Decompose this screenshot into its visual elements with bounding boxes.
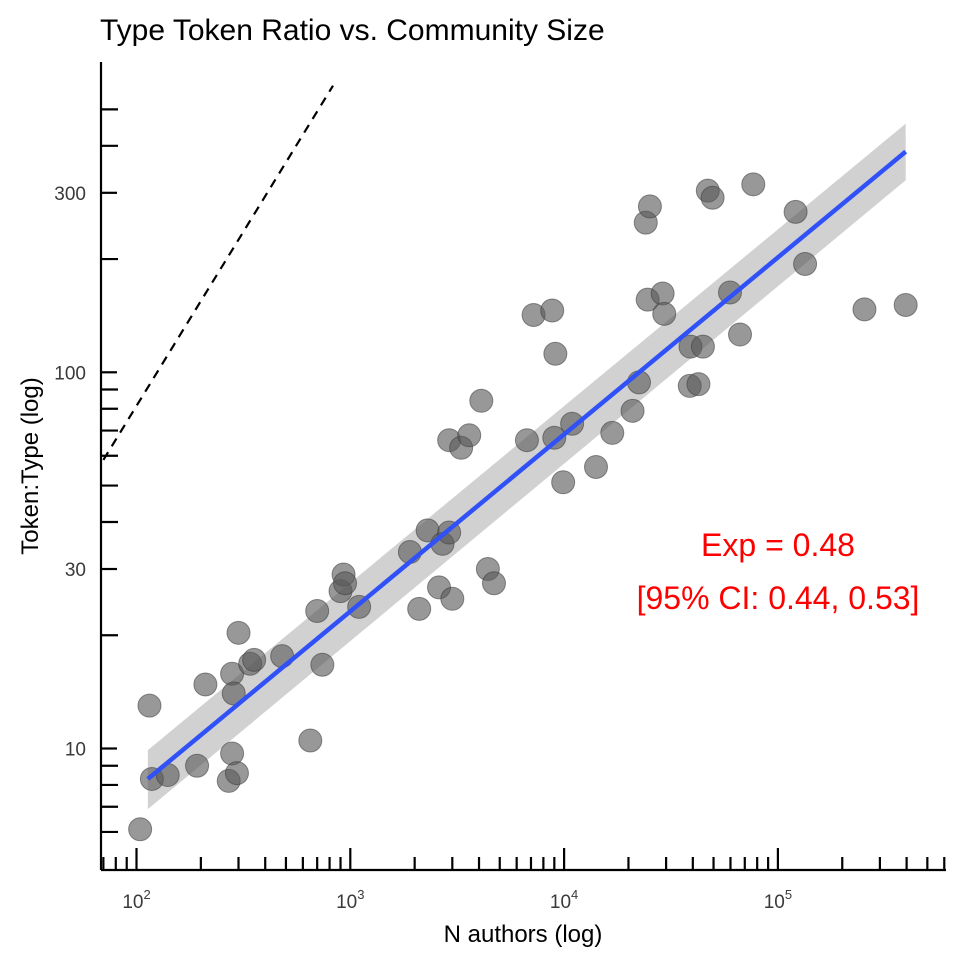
x-ticks: 102 103 104 105 <box>102 848 946 913</box>
data-point <box>481 571 506 596</box>
data-point <box>690 334 715 359</box>
axes <box>99 62 946 872</box>
y-tick-label: 30 <box>65 560 86 581</box>
data-point <box>652 301 677 326</box>
data-point <box>440 586 465 611</box>
exponent-annotation: Exp = 0.48 <box>701 527 855 563</box>
data-point <box>728 322 753 347</box>
data-point <box>305 599 330 624</box>
y-tick-label: 300 <box>54 184 86 205</box>
data-point <box>560 411 585 436</box>
data-point <box>310 652 335 677</box>
data-point <box>242 647 267 672</box>
data-point <box>270 644 295 669</box>
data-point <box>543 341 568 366</box>
x-tick-label-base: 10 <box>336 892 357 913</box>
x-tick-label: 102 <box>122 887 150 913</box>
confidence-interval-annotation: [95% CI: 0.44, 0.53] <box>637 580 920 616</box>
y-tick-label: 10 <box>65 740 86 761</box>
chart-title: Type Token Ratio vs. Community Size <box>100 14 605 47</box>
data-point <box>137 693 162 718</box>
data-point <box>741 172 766 197</box>
data-point <box>686 372 711 397</box>
data-point <box>514 428 539 453</box>
x-tick-label-base: 10 <box>764 892 785 913</box>
data-point <box>407 596 432 621</box>
data-point <box>700 185 725 210</box>
x-tick-label-base: 10 <box>122 892 143 913</box>
data-point <box>542 425 567 450</box>
data-point <box>220 741 245 766</box>
data-point <box>333 571 358 596</box>
data-point <box>185 753 210 778</box>
y-axis-title: Token:Type (log) <box>17 377 44 554</box>
data-point <box>783 199 808 224</box>
data-point <box>469 388 494 413</box>
x-tick-label: 104 <box>550 887 578 913</box>
x-tick-label: 103 <box>336 887 364 913</box>
data-point <box>893 292 918 317</box>
x-tick-label-exponent: 2 <box>143 887 150 902</box>
reference-line <box>102 85 334 461</box>
reference-line-layer <box>102 85 334 461</box>
data-point <box>718 280 743 305</box>
x-tick-label-exponent: 4 <box>571 887 578 902</box>
data-point <box>852 297 877 322</box>
data-point <box>128 817 153 842</box>
data-point <box>193 672 218 697</box>
data-point <box>637 194 662 219</box>
data-point <box>298 728 323 753</box>
x-tick-label-exponent: 5 <box>785 887 792 902</box>
y-tick-label: 100 <box>54 363 86 384</box>
x-axis-title: N authors (log) <box>444 921 603 948</box>
points-layer <box>128 172 918 842</box>
fit-line <box>146 149 908 781</box>
data-point <box>540 298 565 323</box>
data-point <box>224 761 249 786</box>
data-point <box>457 423 482 448</box>
x-tick-label: 105 <box>764 887 792 913</box>
data-point <box>793 252 818 277</box>
x-tick-label-exponent: 3 <box>357 887 364 902</box>
x-tick-label-base: 10 <box>550 892 571 913</box>
data-point <box>584 455 609 480</box>
data-point <box>551 470 576 495</box>
data-point <box>650 281 675 306</box>
fit-line-layer <box>146 149 908 781</box>
data-point <box>620 398 645 423</box>
data-point <box>226 620 251 645</box>
data-point <box>600 420 625 445</box>
y-ticks: 10 30 100 300 <box>54 108 118 834</box>
